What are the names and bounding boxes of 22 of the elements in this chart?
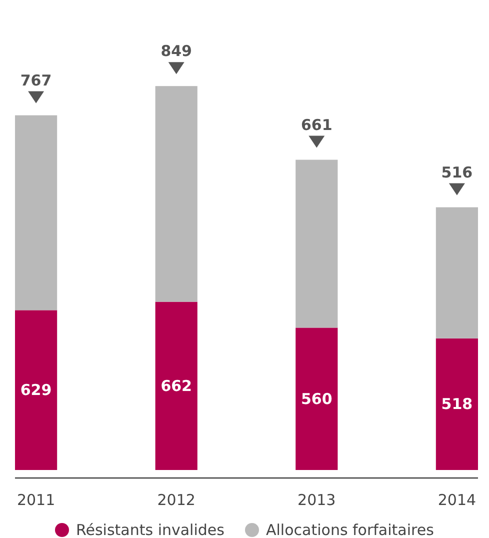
data-label: 767 xyxy=(20,71,52,90)
bar xyxy=(436,207,478,338)
x-tick-label: 2011 xyxy=(16,491,56,509)
x-tick-label: 2014 xyxy=(438,491,476,509)
data-label: 662 xyxy=(160,376,192,395)
bar xyxy=(155,302,198,470)
data-label: 560 xyxy=(300,390,332,408)
bar xyxy=(155,86,198,302)
legend-label: Allocations forfaitaires xyxy=(266,521,434,538)
bar xyxy=(436,338,478,470)
bar xyxy=(296,328,338,470)
x-tick-label: 2013 xyxy=(298,491,336,509)
data-label: 518 xyxy=(441,395,473,414)
data-label: 629 xyxy=(20,381,52,400)
bar xyxy=(296,160,338,328)
legend-label: Résistants invalides xyxy=(76,521,225,538)
bar xyxy=(15,310,58,470)
data-label: 849 xyxy=(160,42,192,60)
bar xyxy=(15,115,58,310)
data-label: 661 xyxy=(300,116,332,134)
x-tick-label: 2012 xyxy=(157,491,196,509)
data-label: 516 xyxy=(441,163,473,182)
